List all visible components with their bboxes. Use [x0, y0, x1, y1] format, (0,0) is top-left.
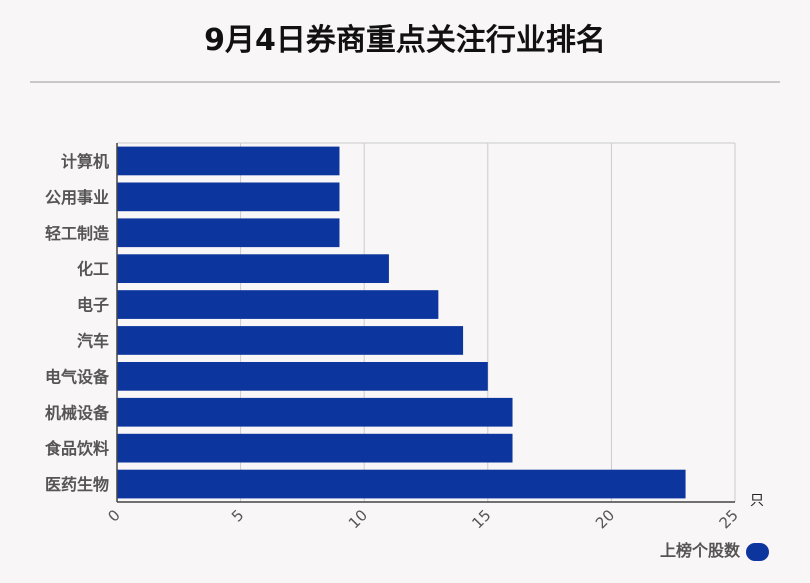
x-tick-label: 10 — [345, 506, 371, 532]
x-unit-label: 只 — [750, 493, 764, 509]
category-label: 电气设备 — [45, 367, 110, 386]
bar — [117, 290, 439, 319]
legend-label: 上榜个股数 — [660, 541, 741, 560]
bar — [117, 361, 488, 391]
category-label: 化工 — [77, 260, 109, 279]
category-label: 电子 — [77, 296, 109, 315]
bar — [117, 433, 513, 463]
bar — [117, 182, 340, 212]
x-tick-label: 20 — [592, 506, 618, 532]
legend-swatch — [746, 543, 769, 561]
x-tick-label: 15 — [468, 506, 494, 532]
category-label: 公用事业 — [45, 188, 109, 207]
bar — [117, 469, 686, 499]
bars — [117, 146, 686, 499]
chart-title: 9月4日券商重点关注行业排名 — [204, 23, 606, 58]
axes — [116, 143, 735, 503]
category-label: 机械设备 — [45, 403, 110, 422]
bar — [117, 326, 464, 355]
x-tick-label: 5 — [228, 506, 247, 525]
x-tick-label: 0 — [104, 506, 123, 525]
bar — [117, 218, 340, 248]
bar — [117, 397, 513, 427]
bar — [117, 254, 389, 284]
category-label: 轻工制造 — [45, 224, 110, 243]
category-label: 食品饮料 — [44, 439, 109, 458]
category-label: 计算机 — [61, 152, 109, 171]
x-tick-labels: 0 5 10 15 20 25 — [104, 506, 741, 532]
category-label: 医药生物 — [45, 475, 109, 494]
legend: 上榜个股数 — [660, 541, 769, 561]
x-tick-label: 25 — [716, 506, 742, 532]
bar — [117, 146, 340, 176]
category-label: 汽车 — [77, 331, 109, 350]
